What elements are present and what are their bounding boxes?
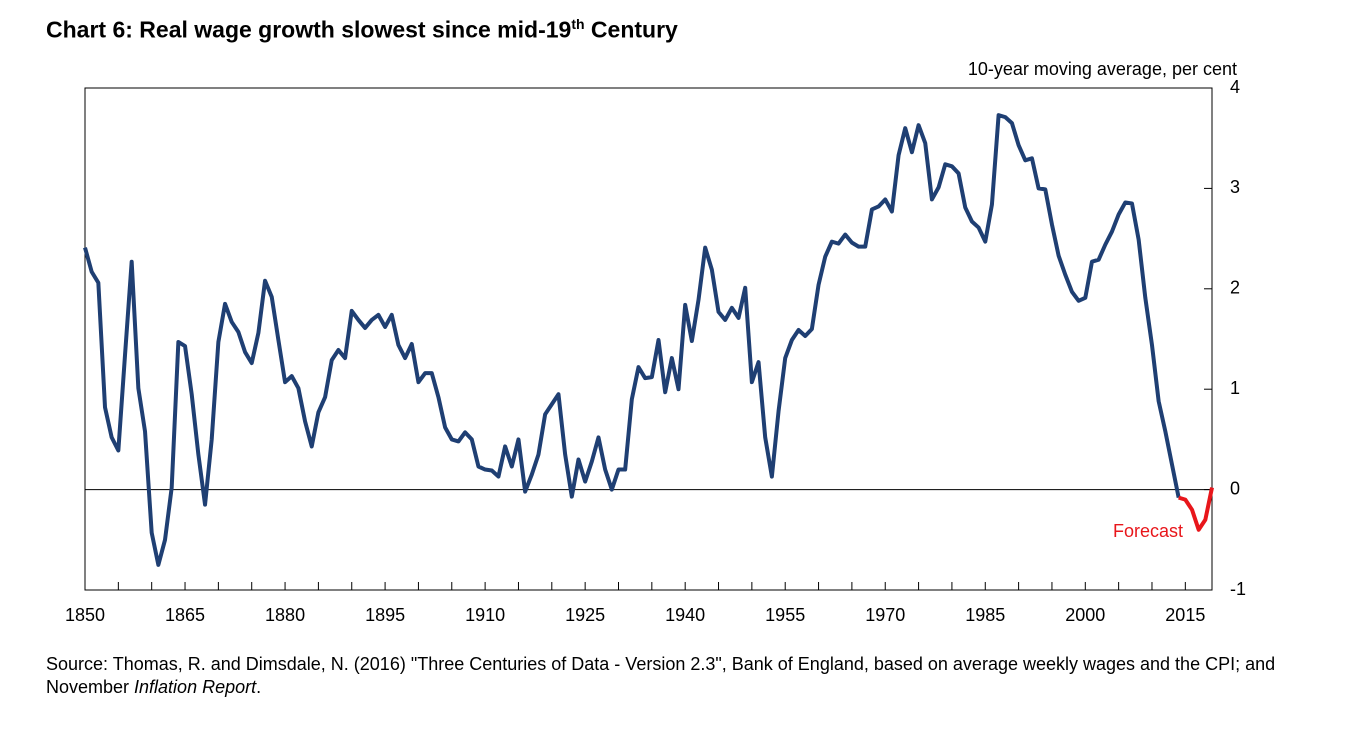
- x-tick-label: 2015: [1165, 605, 1205, 625]
- forecast-annotation: Forecast: [1113, 521, 1183, 541]
- y-tick-label: 2: [1230, 278, 1240, 298]
- series-line: [83, 113, 1181, 567]
- x-tick-label: 2000: [1065, 605, 1105, 625]
- x-tick-label: 1940: [665, 605, 705, 625]
- y-axis-label: 10-year moving average, per cent: [968, 59, 1237, 79]
- x-tick-label: 1985: [965, 605, 1005, 625]
- source-italic: Inflation Report: [134, 677, 257, 697]
- title-superscript: th: [571, 16, 585, 32]
- y-tick-label: 1: [1230, 378, 1240, 398]
- x-tick-label: 1880: [265, 605, 305, 625]
- chart-title: Chart 6: Real wage growth slowest since …: [46, 16, 678, 44]
- x-tick-label: 1895: [365, 605, 405, 625]
- source-text: .: [256, 677, 262, 697]
- x-tick-label: 1910: [465, 605, 505, 625]
- x-tick-label: 1850: [65, 605, 105, 625]
- x-tick-label: 1970: [865, 605, 905, 625]
- y-tick-label: 0: [1230, 478, 1240, 498]
- title-text: Chart 6: Real wage growth slowest since …: [46, 16, 572, 43]
- x-tick-label: 1925: [565, 605, 605, 625]
- y-tick-label: 3: [1230, 177, 1240, 197]
- plot-frame: [84, 87, 1213, 591]
- y-tick-label: -1: [1230, 579, 1246, 599]
- x-tick-label: 1955: [765, 605, 805, 625]
- y-tick-label: 4: [1230, 77, 1240, 97]
- title-text: Century: [584, 16, 678, 43]
- x-tick-label: 1865: [165, 605, 205, 625]
- source-text: Source: Thomas, R. and Dimsdale, N. (201…: [46, 654, 1276, 697]
- source-note: Source: Thomas, R. and Dimsdale, N. (201…: [46, 653, 1296, 699]
- series-line: [1178, 487, 1214, 532]
